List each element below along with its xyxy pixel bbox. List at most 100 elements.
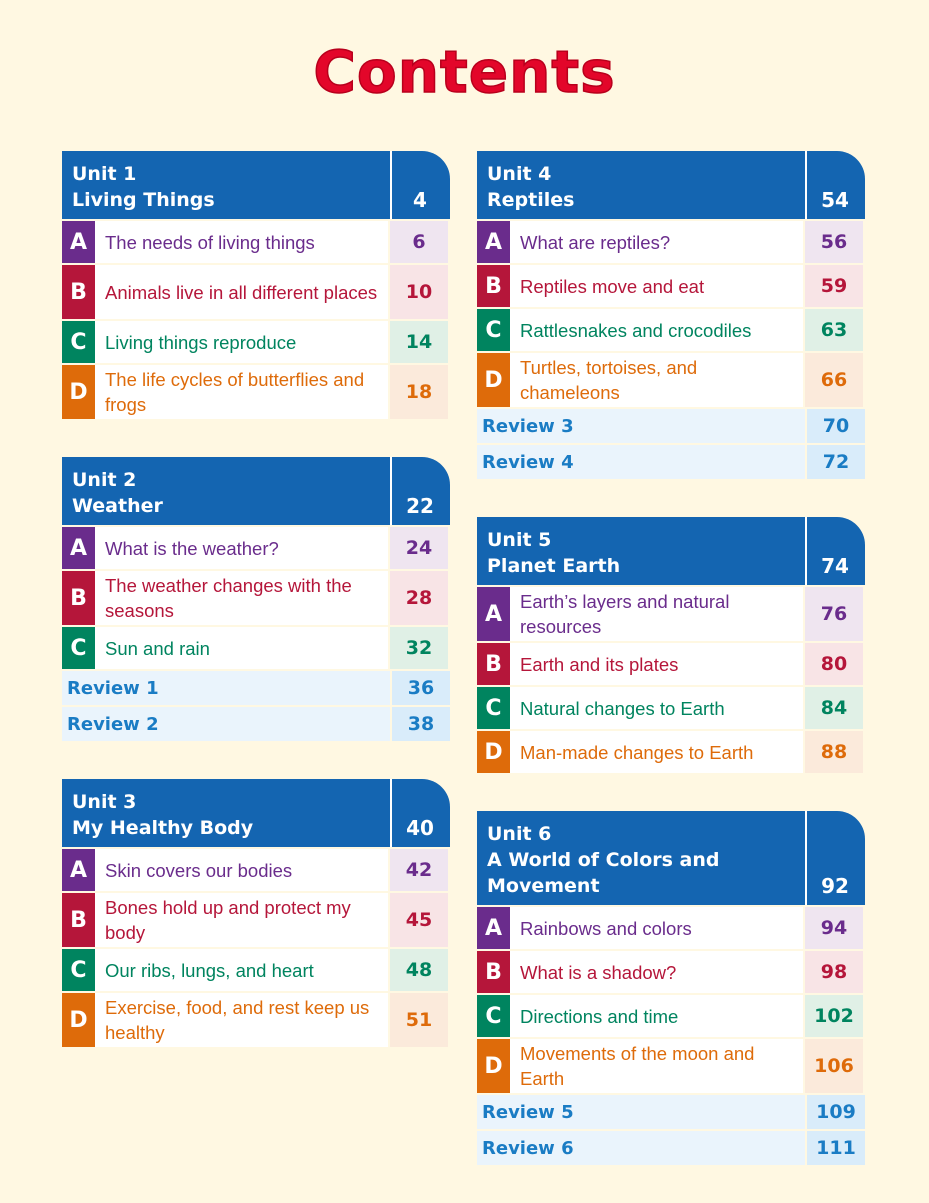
lesson-letter: B	[62, 265, 95, 319]
lesson-title: What is the weather?	[95, 527, 388, 569]
lesson-row[interactable]: C Living things reproduce 14	[62, 321, 450, 363]
review-page-number: 38	[392, 707, 450, 741]
lesson-row[interactable]: D Man-made changes to Earth 88	[477, 731, 865, 773]
review-row[interactable]: Review 2 38	[62, 707, 450, 741]
lesson-title: Reptiles move and eat	[510, 265, 803, 307]
review-row[interactable]: Review 3 70	[477, 409, 865, 443]
unit-header[interactable]: Unit 1 Living Things 4	[62, 151, 450, 219]
unit-section: Unit 5 Planet Earth 74 A Earth’s layers and …	[477, 517, 865, 773]
lesson-row[interactable]: A Rainbows and colors 94	[477, 907, 865, 949]
review-row[interactable]: Review 1 36	[62, 671, 450, 705]
lesson-row[interactable]: C Directions and time 102	[477, 995, 865, 1037]
review-title: Review 4	[477, 445, 805, 479]
lesson-row[interactable]: C Our ribs, lungs, and heart 48	[62, 949, 450, 991]
lesson-row[interactable]: B Reptiles move and eat 59	[477, 265, 865, 307]
lesson-letter: D	[477, 353, 510, 407]
lesson-letter: B	[477, 643, 510, 685]
lesson-page-number: 84	[805, 687, 863, 729]
lesson-page-number: 94	[805, 907, 863, 949]
lesson-title: Movements of the moon and Earth	[510, 1039, 803, 1093]
left-column: Unit 1 Living Things 4 A The needs of living…	[62, 151, 450, 1085]
unit-section: Unit 3 My Healthy Body 40 A Skin covers our …	[62, 779, 450, 1047]
lesson-row[interactable]: C Rattlesnakes and crocodiles 63	[477, 309, 865, 351]
unit-number: Unit 1	[72, 163, 137, 185]
lesson-letter: D	[477, 731, 510, 773]
lesson-letter: C	[62, 627, 95, 669]
lesson-letter: A	[477, 587, 510, 641]
lesson-page-number: 6	[390, 221, 448, 263]
unit-page-number: 40	[390, 779, 448, 847]
lesson-row[interactable]: D Exercise, food, and rest keep us health…	[62, 993, 450, 1047]
lesson-title: Exercise, food, and rest keep us healthy	[95, 993, 388, 1047]
review-page-number: 72	[807, 445, 865, 479]
lesson-page-number: 51	[390, 993, 448, 1047]
review-row[interactable]: Review 5 109	[477, 1095, 865, 1129]
lesson-title: Animals live in all different places	[95, 265, 388, 319]
lesson-title: Bones hold up and protect my body	[95, 893, 388, 947]
review-title: Review 6	[477, 1131, 805, 1165]
lesson-page-number: 98	[805, 951, 863, 993]
lesson-title: Living things reproduce	[95, 321, 388, 363]
right-column: Unit 4 Reptiles 54 A What are reptiles? 56 B Re…	[477, 151, 865, 1203]
lesson-row[interactable]: B Earth and its plates 80	[477, 643, 865, 685]
lesson-title: Earth’s layers and natural resources	[510, 587, 803, 641]
unit-header[interactable]: Unit 5 Planet Earth 74	[477, 517, 865, 585]
lesson-row[interactable]: A The needs of living things 6	[62, 221, 450, 263]
lesson-letter: B	[477, 265, 510, 307]
unit-header[interactable]: Unit 2 Weather 22	[62, 457, 450, 525]
review-title: Review 1	[62, 671, 390, 705]
unit-page-number: 74	[805, 517, 863, 585]
unit-header[interactable]: Unit 3 My Healthy Body 40	[62, 779, 450, 847]
review-row[interactable]: Review 4 72	[477, 445, 865, 479]
lesson-row[interactable]: D Turtles, tortoises, and chameleons 66	[477, 353, 865, 407]
lesson-page-number: 76	[805, 587, 863, 641]
lesson-row[interactable]: A What is the weather? 24	[62, 527, 450, 569]
lesson-letter: B	[477, 951, 510, 993]
lesson-title: Sun and rain	[95, 627, 388, 669]
review-title: Review 3	[477, 409, 805, 443]
lesson-row[interactable]: B Bones hold up and protect my body 45	[62, 893, 450, 947]
lesson-letter: B	[62, 571, 95, 625]
lesson-page-number: 102	[805, 995, 863, 1037]
lesson-row[interactable]: C Sun and rain 32	[62, 627, 450, 669]
unit-page-number: 54	[805, 151, 863, 219]
lesson-page-number: 32	[390, 627, 448, 669]
lesson-row[interactable]: B What is a shadow? 98	[477, 951, 865, 993]
lesson-row[interactable]: A Earth’s layers and natural resources 76	[477, 587, 865, 641]
lesson-title: Earth and its plates	[510, 643, 803, 685]
review-title: Review 2	[62, 707, 390, 741]
lesson-letter: B	[62, 893, 95, 947]
lesson-letter: A	[477, 907, 510, 949]
lesson-page-number: 42	[390, 849, 448, 891]
review-page-number: 109	[807, 1095, 865, 1129]
lesson-row[interactable]: D Movements of the moon and Earth 106	[477, 1039, 865, 1093]
lesson-row[interactable]: D The life cycles of butterflies and frog…	[62, 365, 450, 419]
unit-heading: Unit 2 Weather	[62, 457, 390, 525]
lesson-title: Directions and time	[510, 995, 803, 1037]
unit-page-number: 92	[805, 811, 863, 905]
lesson-row[interactable]: A What are reptiles? 56	[477, 221, 865, 263]
lesson-page-number: 63	[805, 309, 863, 351]
lesson-row[interactable]: B The weather changes with the seasons 28	[62, 571, 450, 625]
unit-header[interactable]: Unit 4 Reptiles 54	[477, 151, 865, 219]
lesson-title: Natural changes to Earth	[510, 687, 803, 729]
lesson-page-number: 80	[805, 643, 863, 685]
lesson-page-number: 45	[390, 893, 448, 947]
unit-number: Unit 5	[487, 529, 552, 551]
review-row[interactable]: Review 6 111	[477, 1131, 865, 1165]
unit-header[interactable]: Unit 6 A World of Colors and Movement 92	[477, 811, 865, 905]
lesson-page-number: 10	[390, 265, 448, 319]
lesson-page-number: 48	[390, 949, 448, 991]
review-page-number: 36	[392, 671, 450, 705]
lesson-title: The life cycles of butterflies and frogs	[95, 365, 388, 419]
unit-section: Unit 1 Living Things 4 A The needs of living…	[62, 151, 450, 419]
lesson-page-number: 56	[805, 221, 863, 263]
unit-page-number: 4	[390, 151, 448, 219]
lesson-letter: C	[477, 309, 510, 351]
unit-name: My Healthy Body	[72, 817, 254, 839]
lesson-row[interactable]: C Natural changes to Earth 84	[477, 687, 865, 729]
unit-number: Unit 2	[72, 469, 137, 491]
unit-heading: Unit 6 A World of Colors and Movement	[477, 811, 805, 905]
lesson-row[interactable]: A Skin covers our bodies 42	[62, 849, 450, 891]
lesson-row[interactable]: B Animals live in all different places 10	[62, 265, 450, 319]
